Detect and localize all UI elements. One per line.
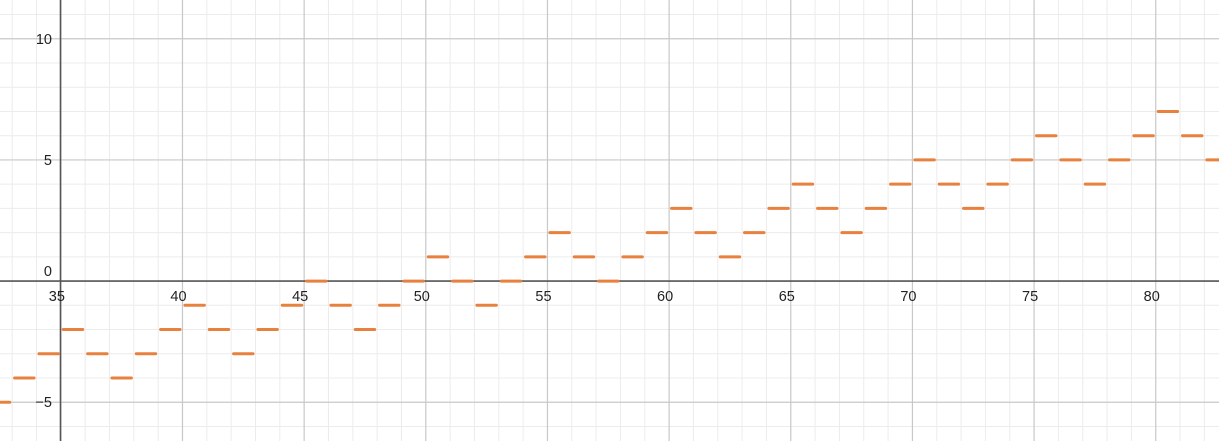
x-tick-label: 50 [414,289,430,305]
x-tick-labels: 35 40 45 50 55 60 65 70 75 80 [49,289,1160,305]
x-tick-label: 40 [170,289,186,305]
x-tick-label: 55 [535,289,551,305]
x-tick-label: 80 [1144,289,1160,305]
x-tick-label: 35 [49,289,65,305]
y-tick-label: −5 [35,395,52,411]
x-tick-label: 65 [779,289,795,305]
y-tick-label: 5 [44,153,52,169]
x-tick-label: 45 [292,289,308,305]
y-tick-label: 0 [44,264,52,280]
x-tick-label: 75 [1022,289,1038,305]
y-tick-labels: −5 0 5 10 [35,32,52,411]
x-tick-label: 70 [900,289,916,305]
x-tick-label: 60 [657,289,673,305]
series-segments [0,109,1219,404]
y-tick-label: 10 [36,32,52,48]
